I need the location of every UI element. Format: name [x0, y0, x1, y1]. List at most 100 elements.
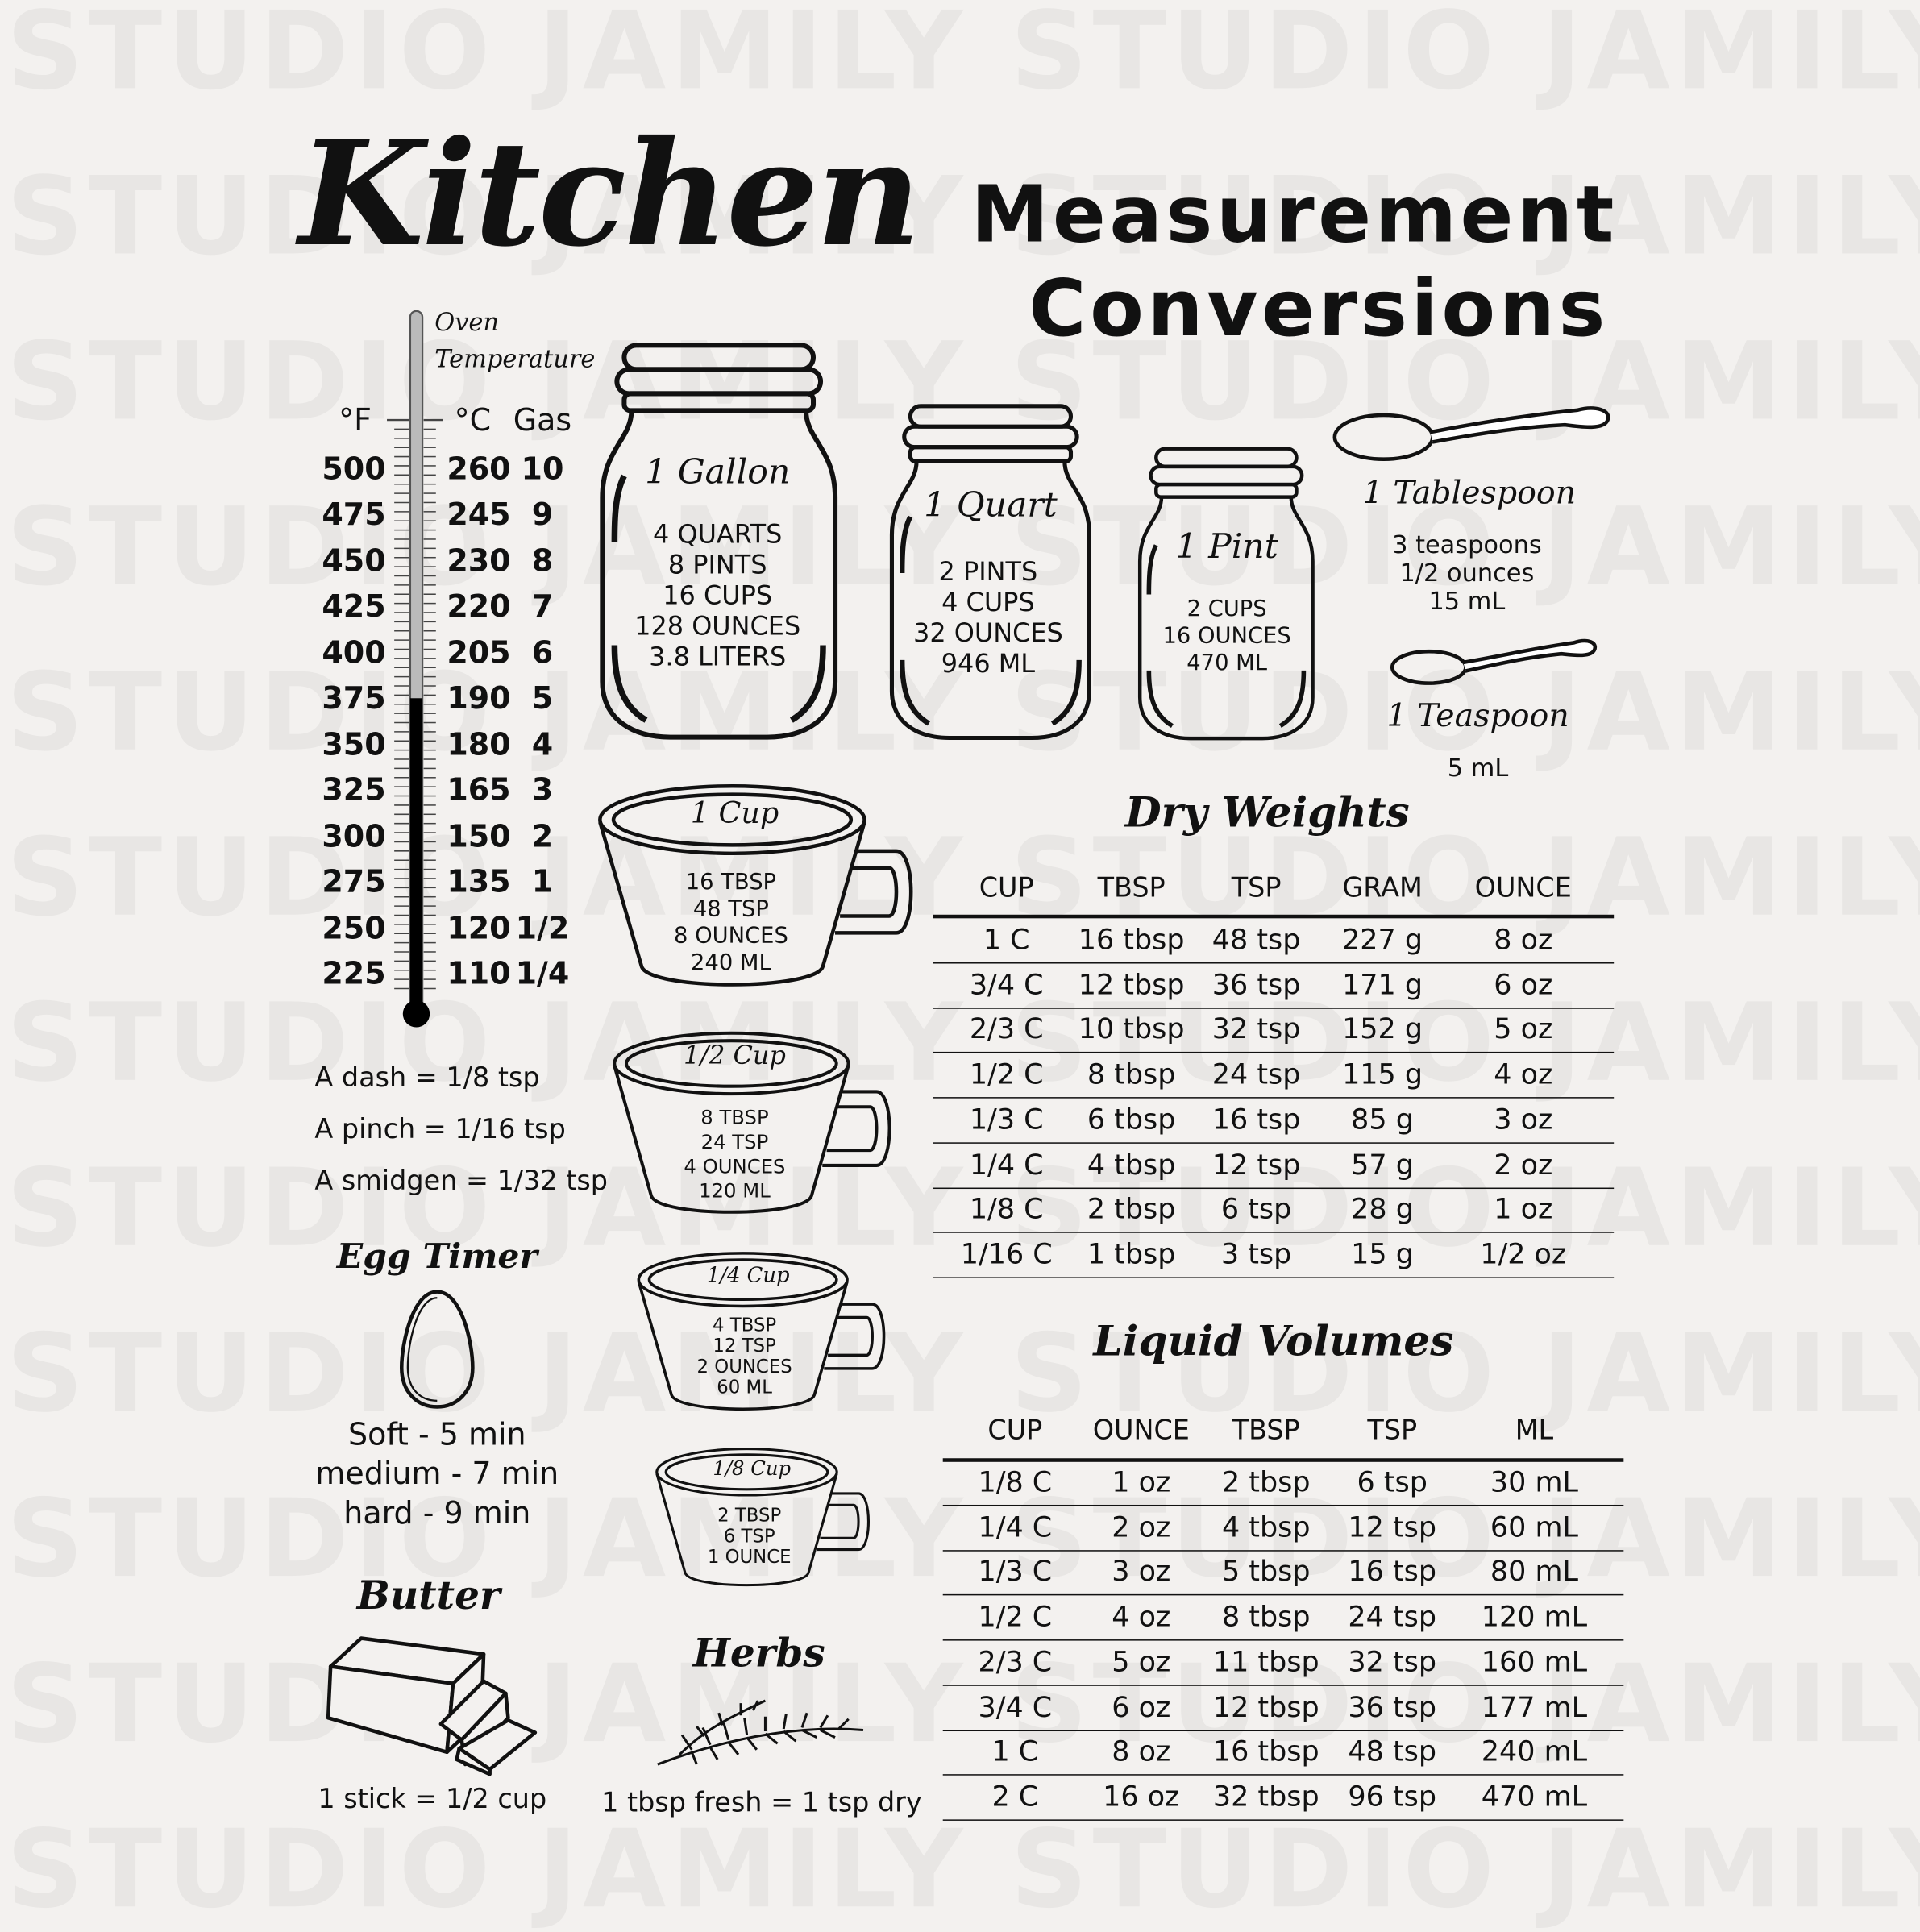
measure-pinch: A pinch = 1/16 tsp [314, 1115, 566, 1146]
table-cell: 4 oz [1494, 1059, 1553, 1091]
table-cell: 6 tsp [1357, 1466, 1428, 1499]
column-header: GRAM [1342, 873, 1423, 904]
cup-line: 24 TSP [700, 1130, 769, 1153]
table-cell: 24 tsp [1348, 1602, 1437, 1634]
cup-line: 6 TSP [723, 1525, 775, 1548]
jar-line: 128 OUNCES [634, 611, 801, 642]
table-cell: 120 mL [1481, 1602, 1588, 1634]
oven-celsius: 120 [447, 909, 511, 945]
table-cell: 2 C [991, 1781, 1039, 1814]
table-cell: 227 g [1342, 924, 1423, 957]
table-cell: 1 C [983, 924, 1030, 957]
teaspoon-details: 5 mL [1447, 753, 1509, 783]
teaspoon-title: 1 Teaspoon [1386, 697, 1569, 735]
egg-icon [399, 1290, 475, 1409]
table-cell: 16 tsp [1348, 1556, 1437, 1589]
table-cell: 240 mL [1481, 1736, 1588, 1768]
table-cell: 12 tsp [1211, 1149, 1301, 1182]
cup-line: 120 ML [699, 1178, 771, 1203]
row-rule [942, 1594, 1624, 1596]
table-cell: 12 tbsp [1078, 969, 1185, 1002]
measure-smidgen: A smidgen = 1/32 tsp [314, 1165, 608, 1197]
watermark-text: STUDIO JAMILY STUDIO JAMILY [6, 979, 1920, 1105]
oven-celsius: 165 [447, 772, 511, 808]
butter-title: Butter [356, 1572, 501, 1619]
header-fahrenheit: °F [339, 402, 372, 438]
table-cell: 177 mL [1481, 1691, 1588, 1724]
table-cell: 1/4 C [978, 1511, 1053, 1544]
row-rule [933, 1186, 1615, 1189]
oven-fahrenheit: 425 [322, 588, 386, 625]
herbs-title: Herbs [692, 1629, 825, 1676]
table-cell: 1/3 C [978, 1556, 1053, 1589]
table-cell: 3/4 C [978, 1691, 1053, 1724]
thermometer-bulb [402, 1000, 430, 1028]
herbs-text: 1 tbsp fresh = 1 tsp dry [601, 1788, 922, 1819]
oven-celsius: 135 [447, 863, 511, 900]
table-cell: 6 oz [1494, 969, 1553, 1002]
oven-fahrenheit: 300 [322, 817, 386, 854]
row-rule [933, 1232, 1615, 1234]
table-cell: 16 tsp [1211, 1103, 1301, 1136]
table-cell: 160 mL [1481, 1646, 1588, 1679]
table-cell: 15 g [1351, 1239, 1414, 1271]
row-rule [942, 1729, 1624, 1731]
oven-gas: 6 [531, 634, 554, 671]
table-cell: 1/3 C [969, 1103, 1044, 1136]
table-cell: 5 oz [1494, 1014, 1553, 1046]
cup-quarter-title: 1/4 Cup [706, 1263, 790, 1289]
table-cell: 85 g [1351, 1103, 1414, 1136]
table-cell: 32 tsp [1211, 1014, 1301, 1046]
table-cell: 1/8 C [969, 1194, 1044, 1226]
table-cell: 1/4 C [969, 1149, 1044, 1182]
jar-pint-details: 2 CUPS 16 OUNCES 470 ML [1163, 596, 1291, 677]
table-cell: 32 tbsp [1212, 1781, 1319, 1814]
oven-celsius: 220 [447, 588, 511, 625]
oven-title-line2: Temperature [434, 343, 596, 374]
table-cell: 1/2 C [978, 1602, 1053, 1634]
header-celsius: °C [454, 402, 492, 438]
watermark-text: STUDIO JAMILY STUDIO JAMILY [6, 1476, 1920, 1602]
table-cell: 96 tsp [1348, 1781, 1437, 1814]
table-cell: 3/4 C [969, 969, 1044, 1002]
jar-line: 946 ML [941, 649, 1036, 679]
column-header: TBSP [1097, 873, 1166, 904]
cup-line: 4 TBSP [713, 1313, 777, 1336]
watermark-text: STUDIO JAMILY STUDIO JAMILY [6, 1806, 1920, 1932]
liquid-volumes-title: Liquid Volumes [1093, 1317, 1454, 1367]
oven-fahrenheit: 375 [322, 680, 386, 717]
table-cell: 36 tsp [1211, 969, 1301, 1002]
measure-dash: A dash = 1/8 tsp [314, 1063, 540, 1095]
jar-pint-title: 1 Pint [1175, 526, 1278, 567]
table-cell: 3 oz [1494, 1103, 1553, 1136]
cup-line: 4 OUNCES [684, 1154, 786, 1178]
oven-celsius: 150 [447, 817, 511, 854]
egg-timer-details: Soft - 5 min medium - 7 min hard - 9 min [315, 1415, 559, 1533]
table-cell: 4 tbsp [1087, 1149, 1176, 1182]
row-rule [942, 1684, 1624, 1686]
dry-weights-title: Dry Weights [1124, 788, 1410, 838]
table-cell: 171 g [1342, 969, 1423, 1002]
header-rule [933, 914, 1615, 919]
table-cell: 1 C [991, 1736, 1039, 1768]
jar-quart-details: 2 PINTS 4 CUPS 32 OUNCES 946 ML [913, 557, 1063, 679]
cup-line: 1 OUNCE [707, 1545, 792, 1568]
cup-line: 2 TBSP [717, 1504, 782, 1527]
table-cell: 2 oz [1112, 1511, 1171, 1544]
table-cell: 8 tbsp [1221, 1602, 1311, 1634]
oven-fahrenheit: 400 [322, 634, 386, 671]
cup-line: 2 OUNCES [696, 1355, 792, 1377]
watermark-text: STUDIO JAMILY STUDIO JAMILY [6, 1310, 1920, 1435]
row-rule [933, 1142, 1615, 1144]
oven-celsius: 205 [447, 634, 511, 671]
jar-gallon-details: 4 QUARTS 8 PINTS 16 CUPS 128 OUNCES 3.8 … [634, 520, 800, 673]
table-cell: 80 mL [1490, 1556, 1578, 1589]
oven-gas: 5 [531, 680, 554, 717]
column-header: ML [1515, 1415, 1554, 1447]
column-header: CUP [987, 1415, 1043, 1447]
jar-line: 4 CUPS [941, 588, 1035, 617]
row-rule [933, 1097, 1615, 1099]
jar-line: 8 PINTS [667, 550, 767, 580]
